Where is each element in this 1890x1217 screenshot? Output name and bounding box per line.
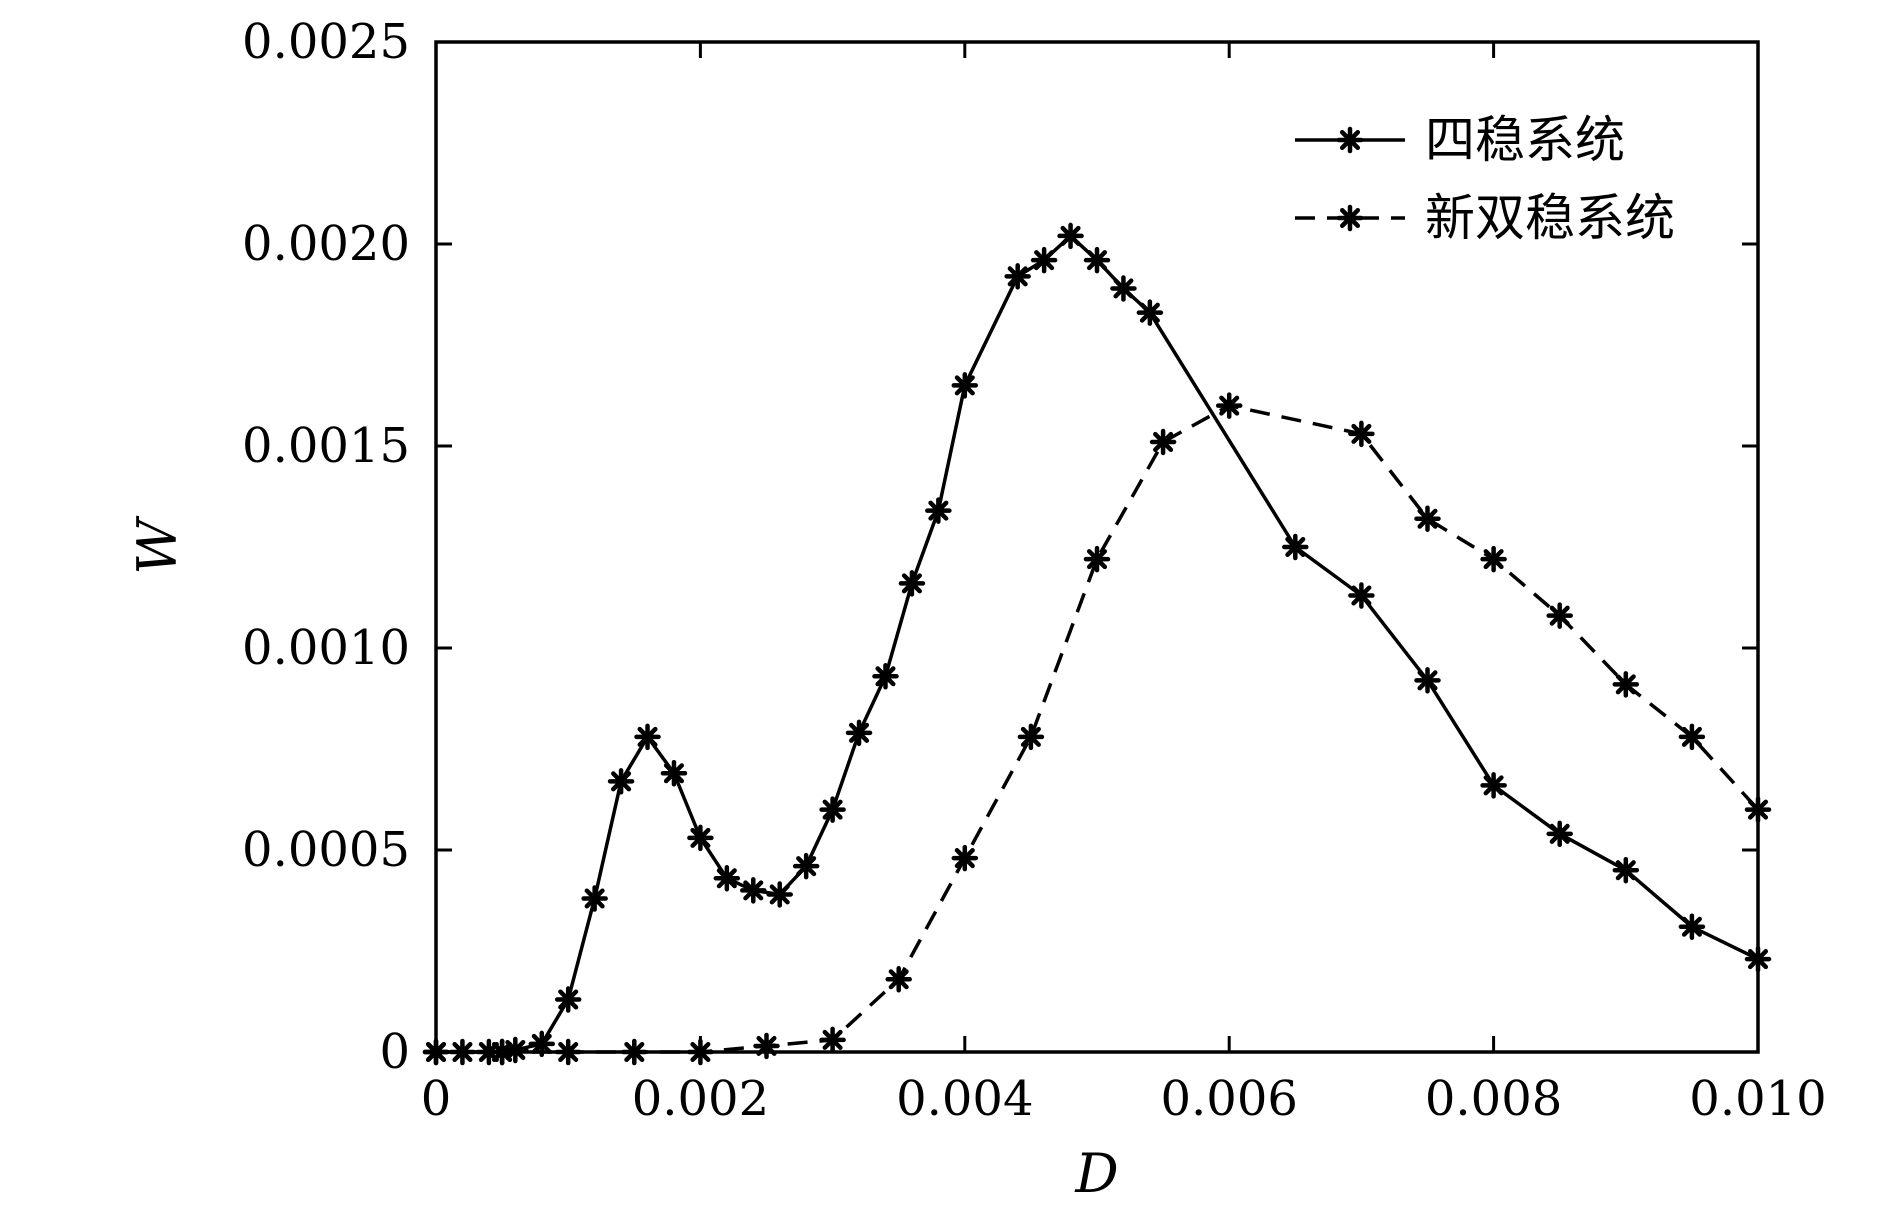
series-layer [422, 222, 1772, 1066]
data-point [621, 1038, 648, 1066]
series-1 [422, 222, 1772, 1066]
legend-marker [1336, 126, 1364, 154]
data-point [885, 966, 912, 993]
data-point [713, 865, 741, 892]
data-point [1546, 602, 1573, 629]
plot-area-frame [434, 40, 1760, 1054]
data-point [422, 1038, 450, 1066]
y-tick-label: 0.0025 [242, 14, 410, 70]
data-point [1282, 533, 1309, 561]
y-tick-label: 0.0020 [242, 216, 410, 272]
data-point [1215, 392, 1243, 419]
data-point [1678, 723, 1706, 751]
y-axis-label: W [126, 515, 189, 575]
data-point [1057, 222, 1084, 250]
data-point [845, 719, 873, 747]
data-point [554, 986, 582, 1013]
x-tick-label: 0 [421, 1071, 452, 1127]
data-point [951, 372, 979, 399]
data-point [925, 497, 952, 524]
data-point [634, 723, 661, 751]
x-tick-label: 0.010 [1689, 1071, 1826, 1127]
x-tick-labels: 0 0.002 0.004 0.006 0.008 0.010 [421, 1071, 1827, 1127]
x-tick-label: 0.006 [1160, 1071, 1297, 1127]
data-point [898, 570, 926, 597]
data-point [740, 877, 767, 904]
data-point [687, 1038, 714, 1066]
data-point [819, 796, 846, 823]
data-point [1612, 671, 1640, 698]
data-point [792, 852, 820, 880]
data-point [819, 1026, 846, 1054]
x-tick-label: 0.008 [1425, 1071, 1562, 1127]
y-tick-label: 0.0005 [242, 822, 410, 878]
data-point [1414, 667, 1441, 694]
series-2 [422, 392, 1772, 1066]
data-point [1678, 913, 1706, 941]
data-point [581, 885, 608, 912]
data-point [1744, 945, 1772, 973]
data-point [753, 1032, 780, 1060]
data-point [1083, 246, 1111, 274]
y-tick-label: 0.0010 [242, 620, 410, 676]
data-point [1083, 545, 1111, 573]
data-point [1414, 505, 1441, 532]
data-point [1744, 796, 1772, 823]
data-point [766, 881, 793, 908]
series-line [436, 234, 1759, 1054]
data-point [872, 663, 899, 690]
data-point [951, 844, 979, 872]
data-point [1004, 263, 1031, 290]
legend-label: 新双稳系统 [1425, 189, 1675, 247]
data-point [1480, 545, 1507, 573]
y-tick-label: 0.0015 [242, 418, 410, 474]
legend-label: 四稳系统 [1425, 111, 1625, 169]
x-tick-label: 0.002 [632, 1071, 769, 1127]
data-point [554, 1038, 582, 1066]
y-tick-labels: 0 0.0005 0.0010 0.0015 0.0020 0.0025 [242, 14, 410, 1080]
data-point [607, 768, 635, 795]
data-point [1348, 582, 1375, 609]
data-point [1149, 428, 1177, 456]
x-axis-label: D [1074, 1142, 1118, 1205]
x-tick-label: 0.004 [896, 1071, 1033, 1127]
data-point [1480, 772, 1507, 799]
series-line [436, 403, 1760, 1054]
y-tick-label: 0 [379, 1024, 410, 1080]
data-point [488, 1038, 516, 1066]
data-point [502, 1036, 529, 1064]
data-point [1136, 299, 1164, 326]
data-point [1546, 820, 1573, 848]
data-point [1612, 856, 1640, 884]
data-point [1110, 275, 1137, 302]
data-point [1030, 246, 1058, 274]
data-point [1017, 723, 1045, 751]
data-point [1348, 420, 1375, 448]
data-point [687, 824, 714, 852]
data-point [660, 759, 688, 787]
legend-marker [1336, 204, 1364, 232]
